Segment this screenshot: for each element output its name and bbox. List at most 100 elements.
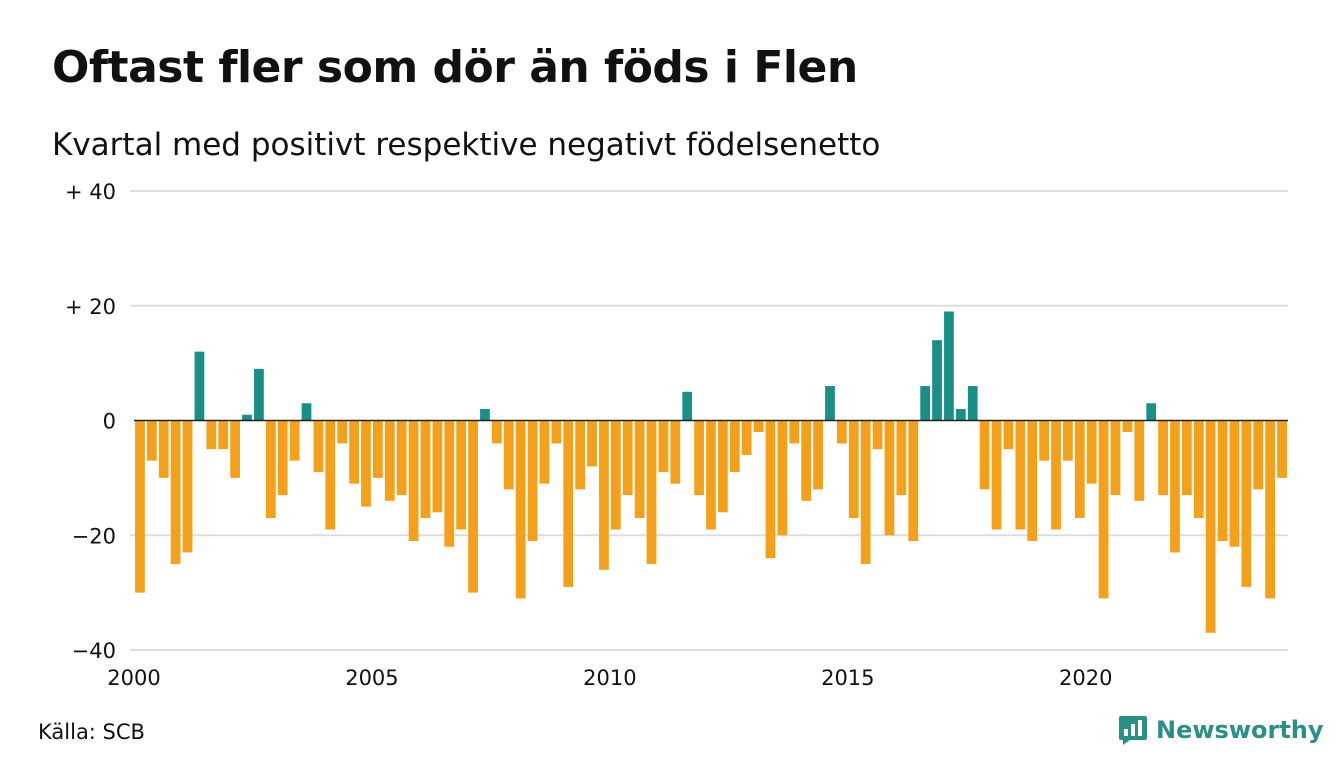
bar (1205, 420, 1216, 633)
bar (920, 386, 931, 421)
bar (587, 420, 597, 467)
x-tick-label: 2020 (1059, 666, 1112, 690)
bar (813, 420, 823, 490)
bar (967, 386, 978, 421)
bar (218, 420, 229, 450)
bar (456, 420, 467, 530)
bar (539, 420, 550, 484)
bar (825, 386, 835, 421)
bar (194, 351, 205, 421)
bar (1003, 420, 1014, 450)
bar (658, 420, 669, 473)
x-tick-label: 2005 (345, 666, 398, 690)
bar (1086, 420, 1097, 484)
bar (836, 420, 847, 444)
x-tick-label: 2010 (583, 666, 636, 690)
bar (1170, 420, 1180, 553)
bar (1158, 420, 1168, 496)
bar (254, 368, 264, 421)
bar (670, 420, 681, 484)
bar (396, 420, 407, 496)
bars (135, 311, 1287, 633)
bar (706, 420, 716, 530)
bar (384, 420, 395, 501)
bar (206, 420, 217, 450)
bar (158, 420, 169, 478)
y-tick-label: −20 (72, 524, 116, 548)
bar (491, 420, 502, 444)
bar (420, 420, 431, 519)
bar (991, 420, 1002, 530)
bar (1277, 420, 1287, 478)
axes: + 40 + 20 0 −20 −40 2000 2005 2010 2015 2020 (65, 180, 1288, 690)
y-tick-label: + 20 (65, 295, 116, 319)
bar (503, 420, 514, 490)
bar (444, 420, 455, 547)
bar (622, 420, 633, 496)
bar (1265, 420, 1276, 599)
bar (1027, 420, 1038, 541)
bar (1193, 420, 1204, 519)
bar (349, 420, 359, 484)
bar (610, 420, 621, 530)
gridlines (130, 190, 1288, 651)
bar (135, 420, 145, 593)
source-note: Källa: SCB (38, 720, 145, 744)
brand-name: Newsworthy (1156, 716, 1324, 744)
bar (955, 409, 966, 421)
bar (718, 420, 728, 513)
bar (265, 420, 276, 519)
bar (694, 420, 704, 496)
bar (468, 420, 478, 593)
bar (301, 403, 312, 421)
bar (848, 420, 859, 519)
bar (313, 420, 324, 473)
bar (682, 391, 693, 421)
bar (896, 420, 907, 496)
bar (1051, 420, 1061, 530)
bar (599, 420, 609, 570)
bar (634, 420, 645, 519)
bar (753, 420, 764, 432)
bar (361, 420, 371, 507)
bar (1181, 420, 1192, 496)
bar (480, 409, 490, 421)
bar (1110, 420, 1121, 496)
newsworthy-logo-icon (1119, 716, 1147, 745)
bar (944, 311, 954, 421)
bar (242, 414, 252, 421)
y-tick-label: + 40 (65, 180, 116, 204)
bar (1229, 420, 1240, 547)
bar (1217, 420, 1228, 541)
bar (1039, 420, 1049, 461)
bar (1134, 420, 1145, 501)
bar (277, 420, 288, 496)
bar (646, 420, 657, 564)
x-tick-label: 2015 (821, 666, 874, 690)
bar (872, 420, 883, 450)
bar (182, 420, 193, 553)
bar (289, 420, 300, 461)
bar (1063, 420, 1073, 461)
bar (527, 420, 538, 541)
bar (1122, 420, 1133, 432)
bar (373, 420, 383, 478)
bar (563, 420, 574, 587)
chart-title: Oftast fler som dör än föds i Flen (52, 42, 858, 93)
y-tick-label: 0 (103, 410, 116, 434)
bar (908, 420, 919, 541)
x-tick-label: 2000 (107, 666, 160, 690)
bar (729, 420, 740, 473)
bar (551, 420, 562, 444)
bar (1146, 403, 1157, 421)
bar (1074, 420, 1085, 519)
bar (741, 420, 752, 455)
bar (146, 420, 157, 461)
bar (1098, 420, 1109, 599)
bar (884, 420, 895, 536)
bar (801, 420, 812, 501)
bar (932, 340, 942, 421)
bar (1241, 420, 1252, 587)
bar (1253, 420, 1264, 490)
